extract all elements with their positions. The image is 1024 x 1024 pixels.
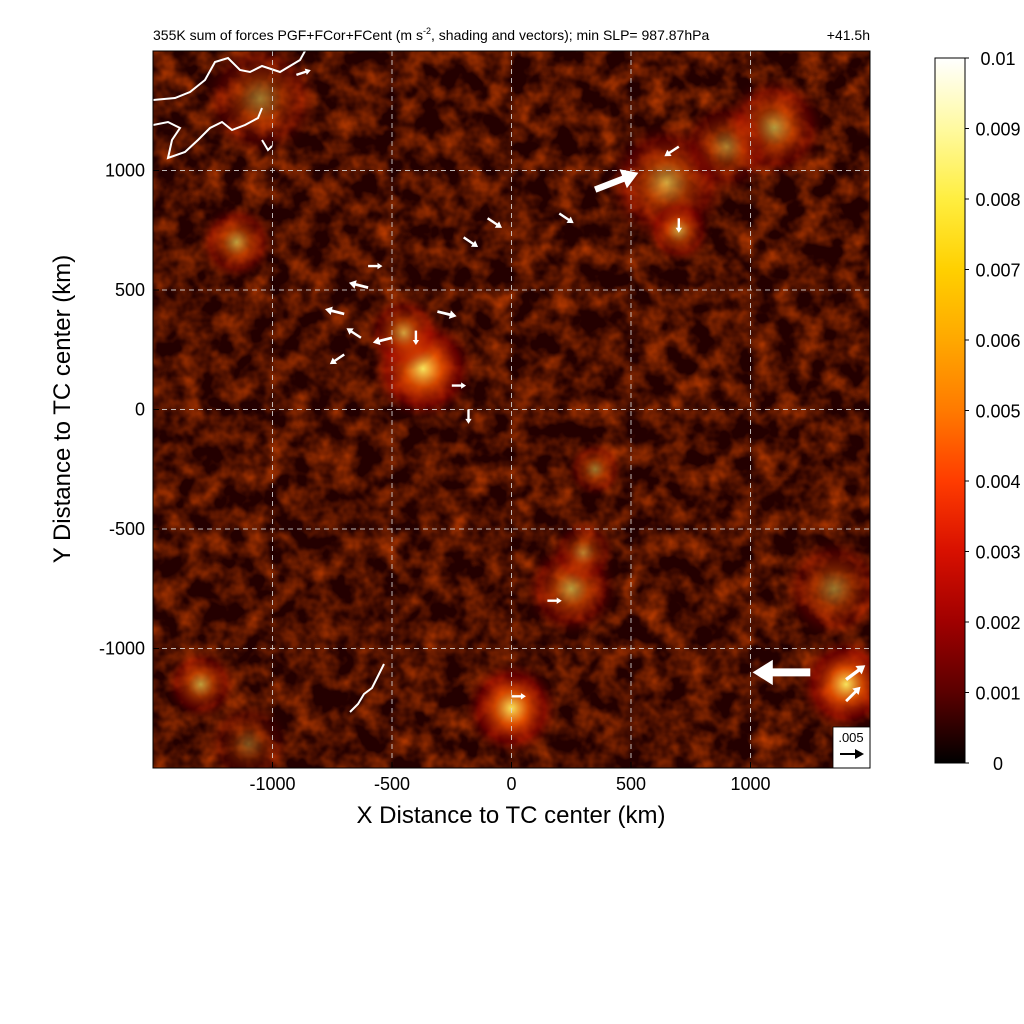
y-tick-label-4: 1000 — [105, 161, 145, 181]
x-tick-label-1: -500 — [374, 774, 410, 794]
force-vector-11 — [675, 218, 682, 233]
chart-title-rest: , shading and vectors); min SLP= 987.87h… — [431, 27, 709, 43]
force-vector-0 — [752, 659, 811, 686]
colorbar-tick-label-2: 0.002 — [975, 613, 1020, 633]
force-vector-6 — [372, 336, 393, 346]
colorbar-tick-label-9: 0.009 — [975, 120, 1020, 140]
force-vector-17 — [463, 236, 479, 247]
time-label: +41.5h — [827, 27, 870, 43]
force-vector-9 — [465, 409, 472, 424]
colorbar-tick-label-8: 0.008 — [975, 190, 1020, 210]
vector-layer — [296, 68, 866, 703]
force-vector-19 — [547, 597, 562, 604]
x-tick-label-2: 0 — [506, 774, 516, 794]
y-tick-label-2: 0 — [135, 400, 145, 420]
coastline — [153, 51, 385, 713]
colorbar-tick-label-3: 0.003 — [975, 543, 1020, 563]
hotspot-15 — [205, 701, 292, 768]
force-vector-18 — [368, 262, 383, 270]
force-vector-21 — [486, 217, 502, 228]
force-vector-8 — [346, 328, 362, 339]
chart-title-sup: -2 — [423, 26, 431, 36]
hotspot-9 — [549, 519, 617, 587]
force-vector-1 — [594, 169, 639, 193]
x-tick-label-4: 1000 — [730, 774, 770, 794]
reference-vector-label: .005 — [838, 730, 863, 745]
force-vector-16 — [296, 68, 311, 76]
force-vector-13 — [558, 212, 574, 224]
grid-lines — [153, 51, 870, 768]
colorbar-tick-label-6: 0.006 — [975, 331, 1020, 351]
hotspot-1 — [365, 294, 443, 372]
colorbar-tick-label-5: 0.005 — [975, 402, 1020, 422]
colorbar — [934, 57, 966, 764]
colorbar-tick-label-0: 0 — [993, 754, 1003, 774]
force-vector-12 — [664, 145, 680, 157]
force-vector-3 — [325, 306, 345, 316]
x-axis-ticks: -1000 -500 0 500 1000 — [249, 762, 771, 794]
colorbar-tick-label-1: 0.001 — [975, 684, 1020, 704]
hotspot-10 — [798, 636, 870, 733]
reference-vector-box: .005 — [832, 726, 870, 768]
y-tick-label-0: -1000 — [99, 639, 145, 659]
hotspot-6 — [200, 51, 321, 159]
colorbar-tick-label-4: 0.004 — [975, 472, 1020, 492]
y-axis-ticks: -1000 -500 0 500 1000 — [99, 161, 159, 659]
hotspot-14 — [566, 440, 624, 498]
colorbar-ticks: 0 0.001 0.002 0.003 0.004 0.005 0.006 0.007 0.00… — [965, 49, 1021, 774]
force-vector-4 — [348, 280, 369, 289]
y-tick-label-3: 500 — [115, 280, 145, 300]
colorbar-tick-label-7: 0.007 — [975, 261, 1020, 281]
hotspot-12 — [164, 648, 237, 721]
x-tick-label-0: -1000 — [249, 774, 295, 794]
force-vector-2 — [412, 330, 420, 345]
force-vector-20 — [511, 693, 526, 700]
x-axis-label: X Distance to TC center (km) — [357, 802, 666, 829]
hotspot-5 — [198, 203, 275, 281]
colorbar-tick-label-10: 0.01 — [980, 49, 1015, 69]
force-vector-5 — [437, 310, 457, 319]
hotspot-4 — [678, 98, 775, 195]
force-vector-7 — [329, 353, 345, 365]
x-tick-label-3: 500 — [616, 774, 646, 794]
reference-vector-background — [832, 726, 870, 768]
hotspot-11 — [781, 536, 870, 642]
force-vector-14 — [845, 665, 866, 681]
y-axis-label: Y Distance to TC center (km) — [49, 255, 76, 564]
plot-area: .005 — [153, 51, 870, 768]
chart-title: 355K sum of forces PGF+FCor+FCent (m s-2… — [153, 26, 709, 43]
y-tick-label-1: -500 — [109, 519, 145, 539]
reference-vector-arrow — [840, 749, 864, 759]
force-vector-10 — [451, 382, 467, 389]
chart-title-main: 355K sum of forces PGF+FCor+FCent (m s — [153, 27, 423, 43]
force-vector-15 — [845, 686, 861, 703]
